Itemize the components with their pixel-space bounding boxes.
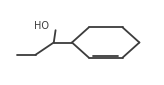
Text: HO: HO xyxy=(34,20,49,31)
